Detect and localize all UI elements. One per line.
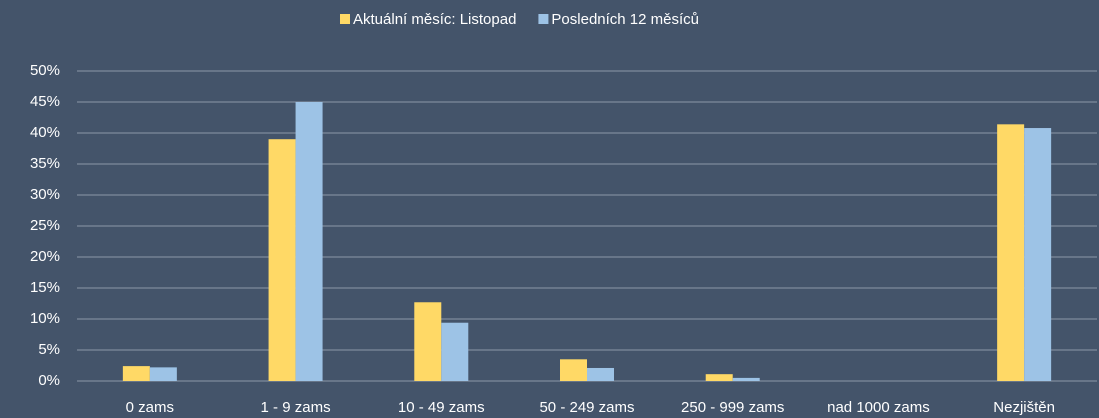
y-tick-label: 5%	[38, 341, 60, 358]
y-tick-label: 50%	[30, 62, 60, 79]
legend-swatch	[538, 14, 549, 24]
legend-label: Posledních 12 měsíců	[551, 11, 699, 28]
bar	[1024, 128, 1052, 381]
bar	[122, 366, 150, 381]
bar	[149, 367, 177, 381]
y-tick-label: 30%	[30, 186, 60, 203]
x-tick-label: Nezjištěn	[993, 399, 1055, 416]
x-tick-label: 10 - 49 zams	[398, 399, 485, 416]
x-tick-label: 250 - 999 zams	[681, 399, 784, 416]
x-tick-label: 1 - 9 zams	[261, 399, 331, 416]
x-tick-label: 50 - 249 zams	[539, 399, 634, 416]
y-tick-label: 10%	[30, 310, 60, 327]
bar	[560, 359, 587, 381]
bar	[587, 367, 614, 381]
bar	[997, 124, 1025, 381]
bar	[705, 374, 733, 381]
y-tick-label: 15%	[30, 279, 60, 296]
bar	[268, 139, 296, 381]
y-tick-label: 0%	[38, 372, 60, 389]
bar	[732, 377, 760, 381]
bar	[414, 302, 442, 381]
y-tick-label: 25%	[30, 217, 60, 234]
y-tick-label: 40%	[30, 124, 60, 141]
legend-swatch	[340, 14, 350, 24]
legend-label: Aktuální měsíc: Listopad	[353, 11, 516, 28]
y-tick-label: 35%	[30, 155, 60, 172]
x-tick-label: nad 1000 zams	[827, 399, 930, 416]
bar	[441, 322, 469, 381]
x-tick-label: 0 zams	[126, 399, 174, 416]
y-tick-label: 45%	[30, 93, 60, 110]
y-tick-label: 20%	[30, 248, 60, 265]
bar	[295, 102, 323, 381]
